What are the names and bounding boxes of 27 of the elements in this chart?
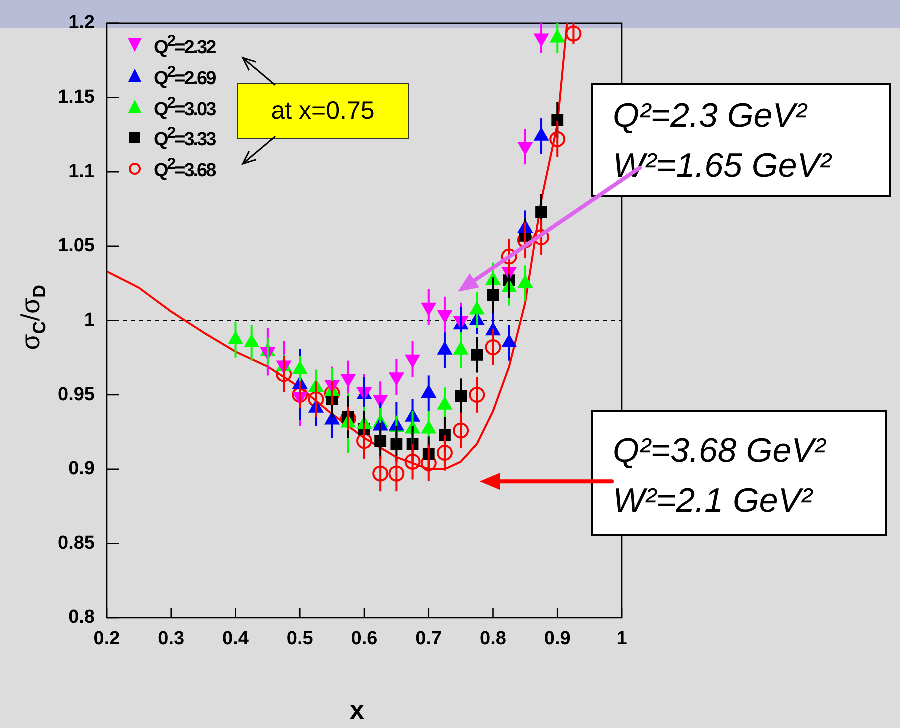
x-tick-label: 0.7: [416, 628, 442, 650]
legend-label: Q$^{2}$=3.03: [154, 94, 216, 122]
y-tick-label: 0.8: [68, 607, 95, 628]
annotation: at x=0.75: [237, 83, 409, 139]
y-tick-label: 0.9: [68, 458, 95, 480]
legend-label: Q$^{2}$=3.68: [154, 155, 216, 184]
legend-label: Q$^{2}$=2.32: [154, 32, 216, 60]
x-tick-label: 0.9: [544, 628, 571, 650]
legend-label: Q$^{2}$=3.33: [154, 124, 216, 153]
x-tick-label: 0.4: [222, 628, 250, 650]
y-tick-label: 1.1: [68, 161, 96, 182]
y-tick-label: 1.15: [58, 86, 96, 108]
annotation: Q²=3.68 GeV² W²=2.1 GeV²: [591, 410, 887, 536]
x-tick-label: 0.3: [158, 628, 185, 650]
x-tick-label: 0.2: [94, 628, 120, 650]
x-tick-label: 0.6: [351, 628, 378, 650]
y-tick-label: 1.2: [68, 12, 95, 34]
x-axis-title: x: [350, 695, 364, 726]
y-tick-label: 1: [84, 310, 96, 331]
y-tick-label: 0.85: [58, 532, 96, 554]
y-tick-label: 0.95: [58, 384, 96, 406]
x-tick-label: 0.8: [480, 628, 506, 650]
x-tick-label: 0.5: [286, 628, 314, 650]
legend-label: Q$^{2}$=2.69: [154, 62, 216, 92]
y-tick-label: 1.05: [58, 236, 96, 257]
annotation: Q²=2.3 GeV² W²=1.65 GeV²: [591, 83, 891, 197]
x-tick-label: 1: [616, 628, 628, 650]
